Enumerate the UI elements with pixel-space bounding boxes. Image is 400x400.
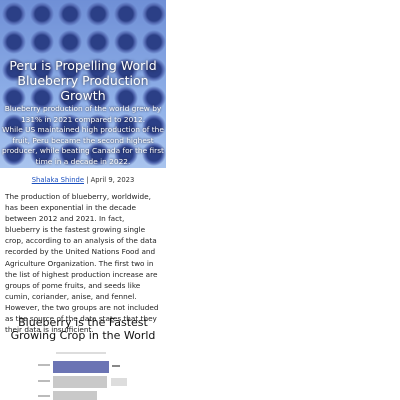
hero-banner: Peru is Propelling World Blueberry Produ… [0,0,166,168]
image-label [112,365,120,367]
article-paragraph: The production of blueberry, worldwide, … [5,192,159,335]
date: April 9, 2023 [90,176,135,184]
subtitle-line: While US maintained high production of t… [2,125,164,166]
subtitle-line: Blueberry production of the world grew b… [4,104,162,124]
image-bar [53,376,107,388]
author-link[interactable]: Shalaka Shinde [31,176,85,184]
embedded-chart-image [36,349,130,400]
image-label [38,395,50,397]
image-bar [53,361,109,373]
separator: | [86,176,89,184]
byline: Shalaka Shinde | April 9, 2023 [0,176,166,184]
image-bar [53,391,97,400]
hero-subtitle: Blueberry production of the world grew b… [1,104,165,167]
image-note [111,378,127,386]
image-label [38,380,50,382]
section-heading: Blueberry is the Fastest Growing Crop in… [10,316,156,342]
image-label [38,364,50,366]
hero-title: Peru is Propelling World Blueberry Produ… [9,58,157,103]
